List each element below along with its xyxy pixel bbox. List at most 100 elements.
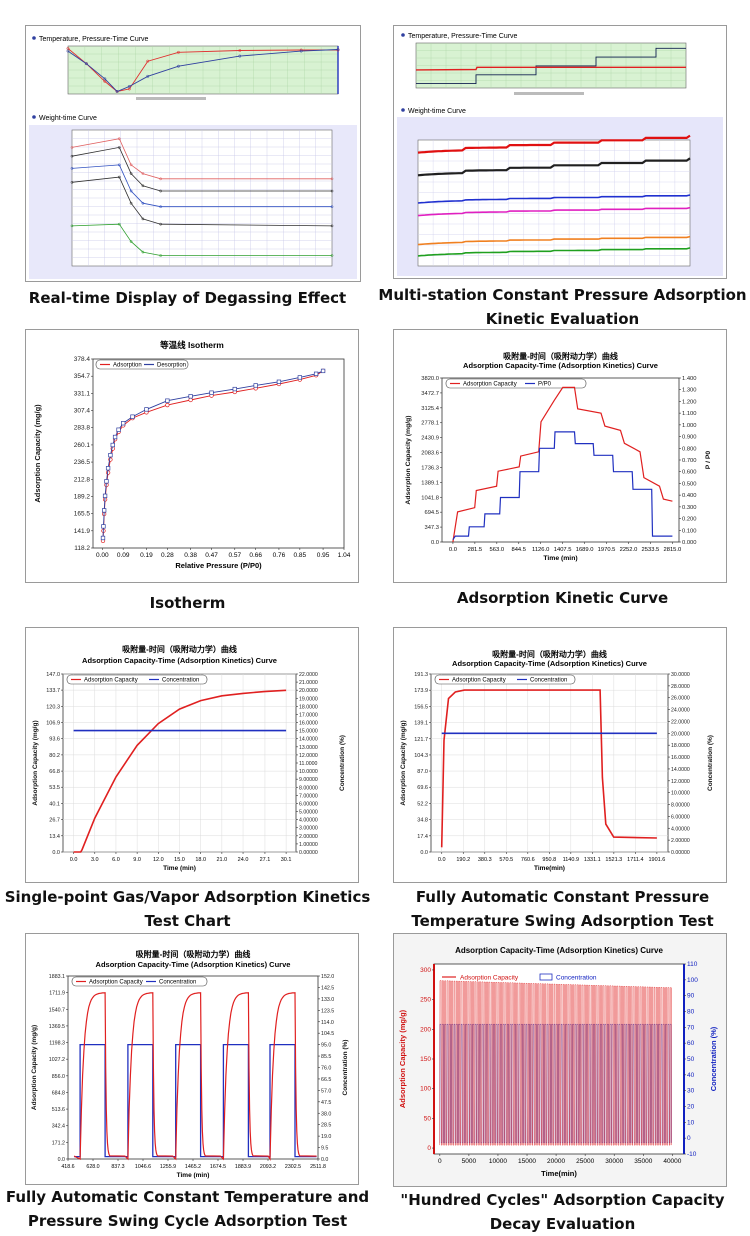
y-tick-label: 0.0 [58, 1157, 65, 1163]
series-marker [336, 48, 340, 51]
x-tick-label: 380.3 [478, 857, 492, 863]
series-line-marker [108, 453, 113, 458]
y2-tick-label: 18.0000 [299, 704, 318, 710]
y-tick-label: 0.0 [52, 850, 60, 856]
y2-tick-label: 4.00000 [299, 818, 318, 824]
x-tick-label: 1674.5 [210, 1164, 226, 1170]
legend-box [95, 359, 189, 370]
x-tick-label: 950.8 [542, 857, 556, 863]
y-tick-label: 165.5 [74, 511, 91, 518]
scrollbar [514, 92, 584, 95]
series-line-marker [144, 407, 149, 412]
series-line [67, 49, 339, 93]
y2-tick-label: 110 [687, 961, 698, 968]
series-marker [141, 172, 145, 175]
y2-tick-label: 0.0 [321, 1157, 328, 1163]
series-marker [177, 50, 180, 54]
y-tick-label: 856.0 [52, 1074, 65, 1080]
x-axis-label: Time (min) [163, 865, 196, 872]
series-marker [66, 49, 70, 53]
series-line-marker [130, 414, 135, 419]
series-line-marker [209, 390, 214, 395]
series-line [71, 146, 332, 192]
y2-tick-label: 0.400 [682, 493, 697, 499]
x-tick-label: 0 [438, 1158, 442, 1165]
y-tick-label: 121.7 [414, 737, 428, 743]
series-line [417, 235, 691, 246]
y-tick-label: 34.8 [417, 818, 428, 824]
series-marker [299, 49, 303, 53]
legend-box [66, 674, 208, 685]
y2-tick-label: 4.00000 [671, 826, 690, 832]
series-line [417, 206, 691, 217]
series-marker [70, 146, 74, 149]
y-axis-label: Adsorption Capacity (mg/g) [32, 720, 39, 805]
multistation-chart: Temperature, Pressure-Time Curve Weight-t… [397, 33, 723, 276]
x-tick-label: 2815.0 [664, 547, 682, 553]
y2-tick-label: 7.00000 [299, 793, 318, 799]
y2-tick-label: 5.00000 [299, 810, 318, 816]
y2-tick-label: 14.0000 [671, 767, 690, 773]
series-marker [84, 62, 88, 66]
y2-tick-label: 1.300 [682, 388, 697, 394]
series-marker [238, 49, 242, 52]
y-tick-label: 1369.5 [49, 1024, 65, 1030]
y-tick-label: 1883.1 [49, 974, 65, 980]
y-tick-label: 347.3 [424, 525, 439, 531]
y2-tick-label: 8.00000 [671, 803, 690, 809]
series-marker [70, 167, 74, 170]
y2-tick-label: 20 [687, 1104, 695, 1111]
y2-tick-label: 14.0000 [299, 737, 318, 743]
series-line-adsorption [452, 386, 673, 543]
x-tick-label: 21.0 [217, 857, 228, 863]
x-tick-label: 30000 [605, 1158, 623, 1165]
y2-tick-label: 28.0000 [671, 684, 690, 690]
y2-tick-label: 30.0000 [671, 672, 690, 678]
series-line-marker [105, 466, 111, 471]
x-tick-label: 12.0 [153, 857, 164, 863]
series-line-pressure [452, 431, 673, 541]
x-tick-label: 0.28 [161, 552, 174, 559]
y2-tick-label: 0.100 [682, 528, 697, 534]
x-tick-label: 18.0 [195, 857, 206, 863]
series-marker [127, 84, 131, 88]
x-tick-label: 1126.0 [532, 547, 549, 553]
y-tick-label: 0 [427, 1145, 431, 1152]
y2-tick-label: 19.0 [321, 1134, 331, 1140]
x-tick-label: 2533.5 [642, 547, 660, 553]
y2-tick-label: -10 [687, 1151, 697, 1158]
series-marker [129, 240, 133, 243]
y2-tick-label: 19.0000 [299, 696, 318, 702]
x-tick-label: 760.6 [521, 857, 535, 863]
hundred-cycles-chart: Adsorption Capacity-Time (Adsorption Kin… [394, 934, 726, 1186]
y-tick-label: 100 [420, 1086, 431, 1093]
series-line-marker [188, 397, 193, 403]
x-tick-label: 628.0 [86, 1164, 99, 1170]
series-line-marker [297, 375, 302, 380]
series-line [417, 194, 691, 204]
series-marker [129, 172, 133, 175]
plot-frame [92, 358, 345, 549]
y-tick-label: 3820.0 [421, 376, 439, 382]
single-point-chart: 吸附量-时间（吸附动力学）曲线 Adsorption Capacity-Time … [32, 644, 346, 872]
y2-tick-label: 6.00000 [671, 814, 690, 820]
psa-cycle-panel: 吸附量-时间（吸附动力学）曲线 Adsorption Capacity-Time … [25, 933, 359, 1185]
y2-tick-label: 22.0000 [299, 672, 318, 678]
series-line-marker [101, 524, 106, 529]
chart-title: Adsorption Capacity-Time (Adsorption Kin… [82, 656, 277, 665]
y2-tick-label: 20.0000 [671, 731, 690, 737]
y2-tick-label: 70 [687, 1024, 695, 1031]
y2-tick-label: 50 [687, 1056, 695, 1063]
y-tick-label: 3472.7 [421, 391, 439, 397]
isotherm-chart: 等温线 Isotherm 118.2 141.9 165.5 189.2 212.8 236… [33, 340, 351, 570]
y-tick-label: 150 [420, 1056, 431, 1063]
legend-box [71, 976, 208, 987]
chart-title-cn: 吸附量-时间（吸附动力学）曲线 [492, 649, 607, 659]
x-tick-label: 0.19 [140, 552, 153, 559]
series-marker [117, 146, 121, 149]
series-line-marker [188, 394, 193, 399]
legend-box [445, 378, 587, 389]
y2-tick-label: 8.00000 [299, 785, 318, 791]
series-line-marker [165, 402, 170, 408]
x-axis-label: Time (min) [543, 555, 577, 562]
